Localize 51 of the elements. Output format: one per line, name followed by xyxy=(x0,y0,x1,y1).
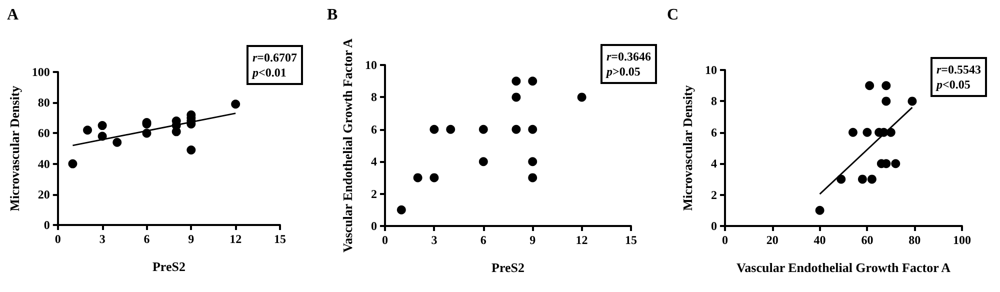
x-tick-label: 6 xyxy=(480,233,486,247)
x-tick-label: 0 xyxy=(722,233,728,247)
y-tick-label: 10 xyxy=(365,58,377,72)
text: r=0.3646 xyxy=(606,50,652,64)
y-tick-label: 40 xyxy=(38,156,50,171)
y-tick-label: 20 xyxy=(38,187,50,202)
y-axis-title: Vascular Endothelial Growth Factor A xyxy=(340,38,356,253)
annotation: p>0.05 xyxy=(605,64,640,78)
x-axis-title: PreS2 xyxy=(492,260,524,275)
x-tick-label: 100 xyxy=(953,233,971,247)
x-tick-label: 40 xyxy=(814,233,826,247)
chart-title: A xyxy=(7,6,19,24)
x-tick-label: 12 xyxy=(230,232,242,246)
y-tick-label: 0 xyxy=(44,218,50,232)
annotation: p<0.01 xyxy=(251,66,286,80)
y-tick-label: 4 xyxy=(711,156,717,171)
y-tick-label: 2 xyxy=(371,186,377,201)
y-tick-label: 0 xyxy=(371,219,377,233)
x-tick-label: 15 xyxy=(274,232,286,246)
x-tick-label: 9 xyxy=(530,233,536,247)
y-axis-title: Microvascular Density xyxy=(680,84,696,211)
x-tick-label: 9 xyxy=(188,232,194,246)
y-tick-label: 8 xyxy=(711,94,717,108)
y-tick-label: 8 xyxy=(371,90,377,104)
text: r=0.6707 xyxy=(252,50,298,64)
x-tick-label: 15 xyxy=(625,233,637,247)
annotation: r=0.5543 xyxy=(936,62,982,76)
annotation: p<0.05 xyxy=(935,78,970,92)
y-tick-label: 10 xyxy=(705,63,717,77)
x-tick-label: 80 xyxy=(908,233,921,247)
y-tick-label: 6 xyxy=(371,122,377,136)
y-tick-label: 2 xyxy=(711,188,717,202)
x-tick-label: 6 xyxy=(144,232,150,246)
y-tick-label: 80 xyxy=(38,96,50,110)
x-tick-label: 0 xyxy=(382,233,388,247)
x-tick-label: 3 xyxy=(99,232,106,246)
y-tick-label: 100 xyxy=(32,65,50,79)
y-tick-label: 0 xyxy=(711,219,717,233)
chart-title: C xyxy=(667,6,679,24)
x-axis-title: Vascular Endothelial Growth Factor A xyxy=(736,260,952,275)
y-tick-label: 60 xyxy=(38,126,50,140)
y-tick-label: 6 xyxy=(711,125,717,140)
x-tick-label: 3 xyxy=(431,233,438,247)
x-tick-label: 12 xyxy=(576,233,588,247)
chart-title: B xyxy=(327,6,338,24)
x-tick-label: 60 xyxy=(861,233,874,247)
x-axis-title: PreS2 xyxy=(152,259,186,274)
y-axis-title: Microvascular Density xyxy=(7,85,22,212)
y-tick-label: 4 xyxy=(371,154,377,169)
x-tick-label: 0 xyxy=(54,232,61,246)
x-tick-label: 20 xyxy=(766,233,778,247)
